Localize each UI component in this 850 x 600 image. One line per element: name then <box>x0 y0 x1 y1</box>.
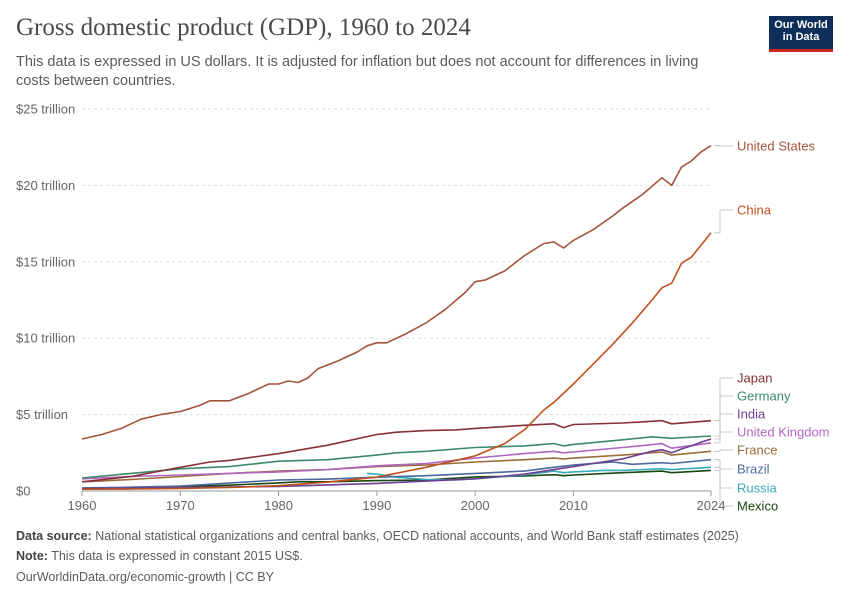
leader-line-china <box>714 209 733 234</box>
leader-line-united-kingdom <box>714 431 733 444</box>
x-tick-label: 2000 <box>461 498 490 513</box>
leader-line-mexico <box>714 470 733 507</box>
leader-line-germany <box>714 395 733 437</box>
series-line-germany <box>81 435 712 479</box>
series-line-brazil <box>81 458 712 489</box>
series-label-brazil: Brazil <box>737 462 770 477</box>
label-layer: United States China Japan Germany India Unite… <box>714 139 830 514</box>
series-label-japan: Japan <box>737 371 772 386</box>
chart-subtitle: This data is expressed in US dollars. It… <box>16 54 699 89</box>
series-layer <box>81 145 712 490</box>
series-label-india: India <box>737 407 766 422</box>
chart-title: Gross domestic product (GDP), 1960 to 20… <box>16 14 471 41</box>
data-source-text: National statistical organizations and c… <box>95 529 739 543</box>
x-tick-label: 1970 <box>166 498 195 513</box>
series-line-united-kingdom <box>81 442 712 480</box>
y-tick-label: $5 trillion <box>16 407 68 422</box>
note-text: This data is expressed in constant 2015 … <box>51 549 303 563</box>
series-label-germany: Germany <box>737 389 791 404</box>
x-tick-label: 1980 <box>264 498 293 513</box>
series-label-united-states: United States <box>737 139 816 154</box>
source-link[interactable]: OurWorldinData.org/economic-growth | CC … <box>16 570 274 584</box>
series-label-china: China <box>737 203 772 218</box>
series-line-japan <box>81 419 712 483</box>
series-line-russia <box>366 466 712 481</box>
y-tick-label: $15 trillion <box>16 254 75 269</box>
y-tick-label: $25 trillion <box>16 102 75 117</box>
data-source-label: Data source: <box>16 529 92 543</box>
logo-line-2: in Data <box>782 31 820 43</box>
y-tick-label: $20 trillion <box>16 178 75 193</box>
leader-line-brazil <box>714 459 733 470</box>
series-label-france: France <box>737 443 777 458</box>
x-tick-label: 1990 <box>362 498 391 513</box>
x-tick-label: 1960 <box>68 498 97 513</box>
logo-line-1: Our World <box>774 19 828 31</box>
data-source: Data source: National statistical organi… <box>16 529 739 543</box>
note: Note: This data is expressed in constant… <box>16 549 303 563</box>
y-tick-label: $10 trillion <box>16 331 75 346</box>
axis-layer: $0 $5 trillion $10 trillion $15 trillion $20… <box>16 102 725 514</box>
grid-layer <box>82 108 711 416</box>
series-label-mexico: Mexico <box>737 499 778 514</box>
series-line-india <box>81 438 712 490</box>
leader-line-india <box>714 413 733 440</box>
note-label: Note: <box>16 549 48 563</box>
series-label-russia: Russia <box>737 481 778 496</box>
y-tick-label: $0 <box>16 484 30 499</box>
series-line-united-states <box>81 145 712 440</box>
series-line-mexico <box>81 469 712 490</box>
owid-logo[interactable]: Our World in Data <box>769 16 833 52</box>
x-tick-label: 2024 <box>697 498 726 513</box>
x-tick-label: 2010 <box>559 498 588 513</box>
series-label-united-kingdom: United Kingdom <box>737 425 830 440</box>
gdp-line-chart: $0 $5 trillion $10 trillion $15 trillion $20… <box>16 102 830 514</box>
leader-line-france <box>714 449 733 452</box>
series-line-china <box>81 232 712 490</box>
